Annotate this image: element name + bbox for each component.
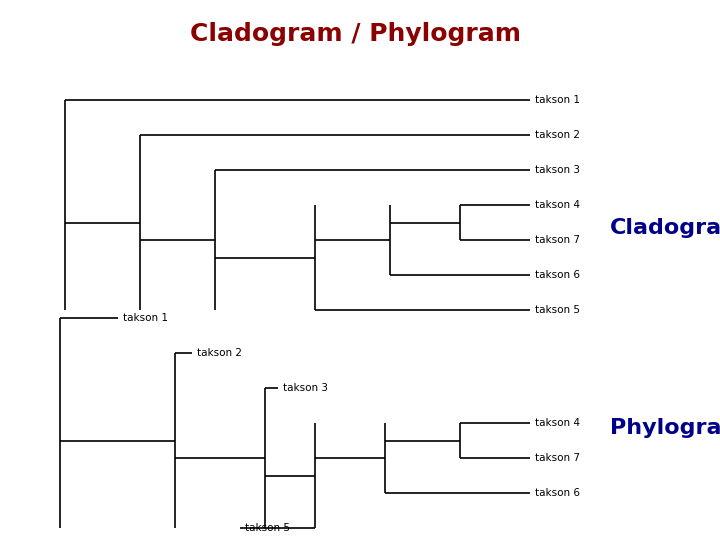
Text: takson 4: takson 4 bbox=[535, 418, 580, 428]
Text: Cladogram / Phylogram: Cladogram / Phylogram bbox=[189, 22, 521, 46]
Text: takson 1: takson 1 bbox=[535, 95, 580, 105]
Text: takson 2: takson 2 bbox=[535, 130, 580, 140]
Text: takson 6: takson 6 bbox=[535, 488, 580, 498]
Text: takson 4: takson 4 bbox=[535, 200, 580, 210]
Text: takson 5: takson 5 bbox=[245, 523, 290, 533]
Text: takson 7: takson 7 bbox=[535, 453, 580, 463]
Text: Phylogram: Phylogram bbox=[610, 418, 720, 438]
Text: takson 3: takson 3 bbox=[535, 165, 580, 175]
Text: takson 6: takson 6 bbox=[535, 270, 580, 280]
Text: takson 2: takson 2 bbox=[197, 348, 242, 358]
Text: takson 3: takson 3 bbox=[283, 383, 328, 393]
Text: Cladogram: Cladogram bbox=[610, 218, 720, 238]
Text: takson 7: takson 7 bbox=[535, 235, 580, 245]
Text: takson 5: takson 5 bbox=[535, 305, 580, 315]
Text: takson 1: takson 1 bbox=[123, 313, 168, 323]
